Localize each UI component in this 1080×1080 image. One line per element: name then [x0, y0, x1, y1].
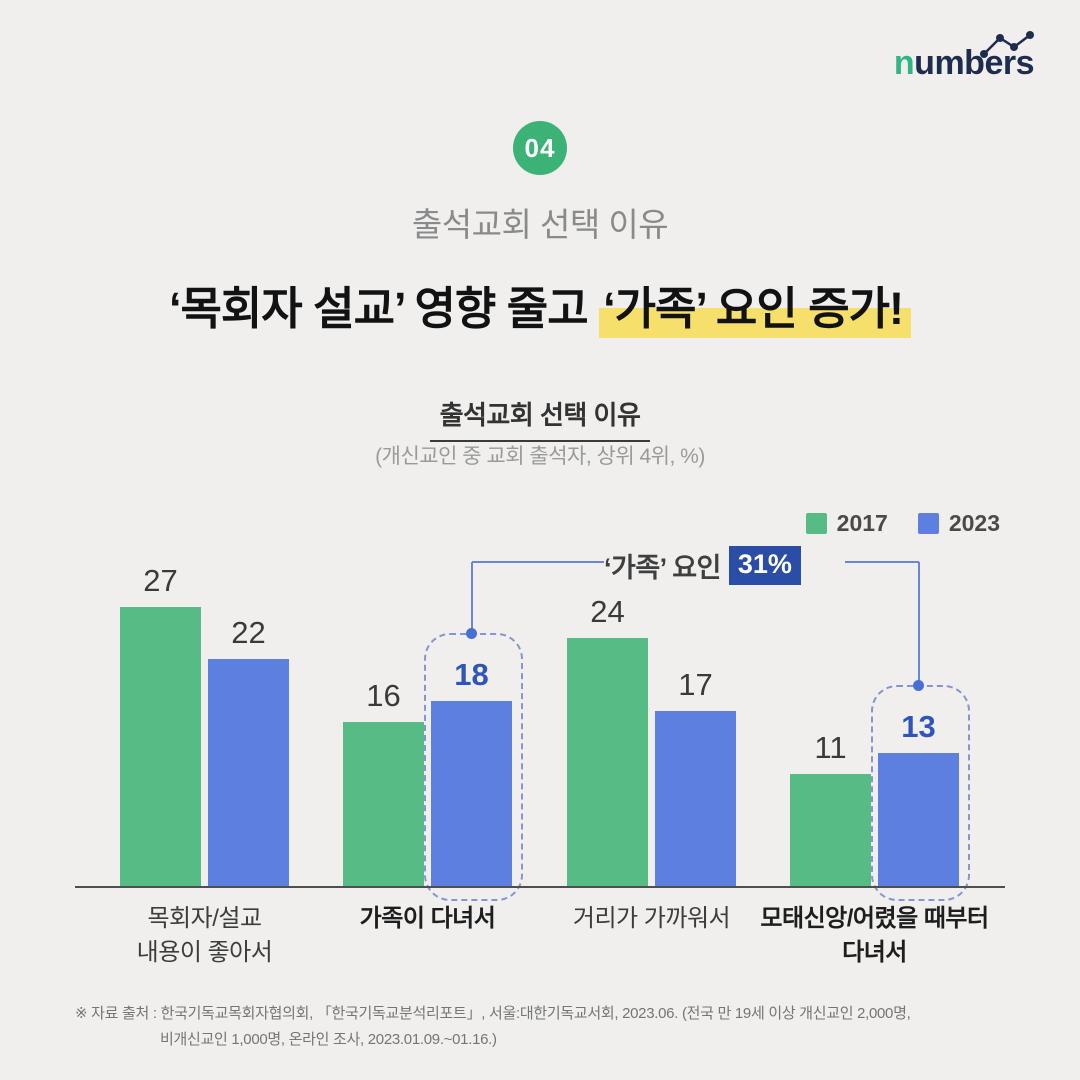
- category-label-cat0: 목회자/설교 내용이 좋아서: [136, 905, 273, 966]
- connector-dot-cat3: [913, 679, 924, 691]
- headline: ‘목회자 설교’ 영향 줄고 ‘가족’ 요인 증가!: [0, 272, 1080, 338]
- source-footnote: ※ 자료 출처 : 한국기독교목회자협의회, 「한국기독교분석리포트」, 서울:…: [75, 1001, 911, 1053]
- legend-item-2023: 2023: [917, 510, 1000, 537]
- legend-item-2017: 2017: [805, 510, 888, 537]
- bar-2023-cat3: [878, 753, 959, 888]
- bar-value-label-2017-cat3: 11: [814, 730, 847, 765]
- bar-value-label-2023-cat1: 18: [454, 657, 489, 692]
- category-label-cat1: 가족이 다녀서: [359, 905, 496, 932]
- bar-value-label-2023-cat0: 22: [231, 615, 266, 650]
- bar-2017-cat2: [567, 638, 648, 888]
- category-label-cat3: 모태신앙/어렸을 때부터 다녀서: [760, 905, 989, 966]
- numbers-logo: numbers: [893, 31, 1034, 83]
- logo-letter-n: n: [893, 44, 915, 82]
- legend-label-2023: 2023: [948, 510, 1000, 536]
- connector-vertical-cat1: [470, 562, 473, 633]
- bar-value-label-2023-cat3: 13: [901, 709, 936, 744]
- bar-2017-cat0: [120, 607, 201, 888]
- chart-subtitle: (개신교인 중 교회 출석자, 상위 4위, %): [375, 445, 705, 468]
- connector-dot-cat1: [466, 627, 477, 639]
- chart-title-wrap: 출석교회 선택 이유: [0, 395, 1080, 442]
- logo-sparkline-icon: [980, 31, 1034, 58]
- chart-legend: 2017 2023: [805, 510, 1000, 537]
- legend-swatch-2023: [917, 513, 939, 534]
- highlight-box-cat3: [871, 685, 970, 901]
- bar-value-label-2017-cat1: 16: [366, 678, 401, 713]
- headline-highlighted: ‘가족’ 요인 증가!: [599, 283, 912, 338]
- section-kicker: 출석교회 선택 이유: [411, 206, 669, 243]
- legend-swatch-2017: [805, 513, 827, 534]
- bar-value-label-2017-cat0: 27: [143, 563, 178, 598]
- highlight-box-cat1: [424, 633, 523, 901]
- bar-value-label-2023-cat2: 17: [678, 667, 713, 702]
- family-factor-annotation: ‘가족’ 요인 31%: [604, 546, 801, 585]
- bar-2023-cat1: [431, 701, 512, 888]
- bar-2017-cat3: [790, 774, 871, 888]
- x-axis-line: [75, 886, 1005, 888]
- bar-2017-cat1: [343, 722, 424, 888]
- legend-label-2017: 2017: [836, 510, 888, 536]
- connector-vertical-cat3: [917, 562, 920, 685]
- bar-value-label-2017-cat2: 24: [590, 594, 625, 629]
- section-number-badge: 04: [513, 121, 567, 175]
- bar-2023-cat2: [655, 711, 736, 888]
- annotation-percentage-badge: 31%: [728, 546, 801, 585]
- chart-title: 출석교회 선택 이유: [429, 395, 651, 442]
- connector-horizontal-cat3: [845, 561, 919, 563]
- connector-horizontal-cat1: [471, 561, 604, 563]
- annotation-text: ‘가족’ 요인: [604, 553, 721, 583]
- footnote-line-1: ※ 자료 출처 : 한국기독교목회자협의회, 「한국기독교분석리포트」, 서울:…: [75, 1005, 911, 1022]
- bar-2023-cat0: [208, 659, 289, 888]
- footnote-line-2: 비개신교인 1,000명, 온라인 조사, 2023.01.09.~01.16.…: [160, 1031, 497, 1048]
- category-label-cat2: 거리가 가까워서: [572, 905, 731, 932]
- headline-plain: ‘목회자 설교’ 영향 줄고: [168, 283, 600, 334]
